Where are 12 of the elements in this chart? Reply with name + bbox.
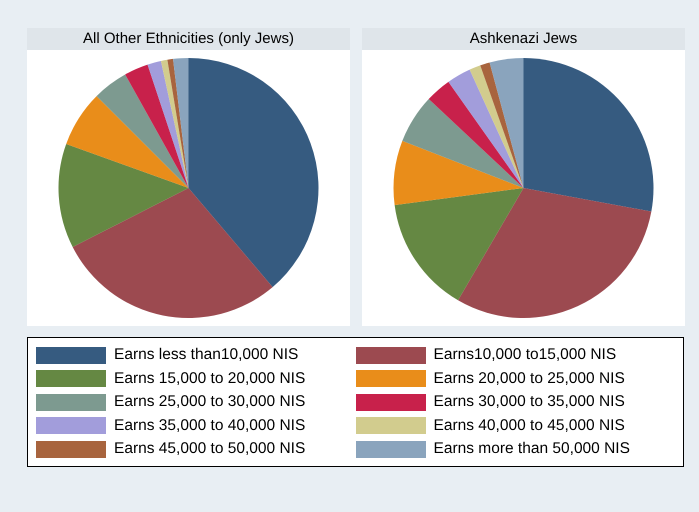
legend-label: Earns 30,000 to 35,000 NIS (434, 393, 625, 411)
legend-label: Earns10,000 to15,000 NIS (434, 346, 616, 364)
legend-label: Earns 25,000 to 30,000 NIS (114, 393, 306, 411)
chart-title: Ashkenazi Jews (362, 28, 685, 50)
legend-label: Earns 40,000 to 45,000 NIS (434, 416, 625, 434)
legend-label: Earns 35,000 to 40,000 NIS (114, 416, 306, 434)
legend-label: Earns less than10,000 NIS (114, 346, 298, 364)
legend-label: Earns more than 50,000 NIS (434, 440, 630, 458)
legend-label: Earns 45,000 to 50,000 NIS (114, 440, 306, 458)
chart-title: All Other Ethnicities (only Jews) (27, 28, 350, 50)
legend-label: Earns 15,000 to 20,000 NIS (114, 370, 306, 388)
legend-label: Earns 20,000 to 25,000 NIS (434, 370, 625, 388)
